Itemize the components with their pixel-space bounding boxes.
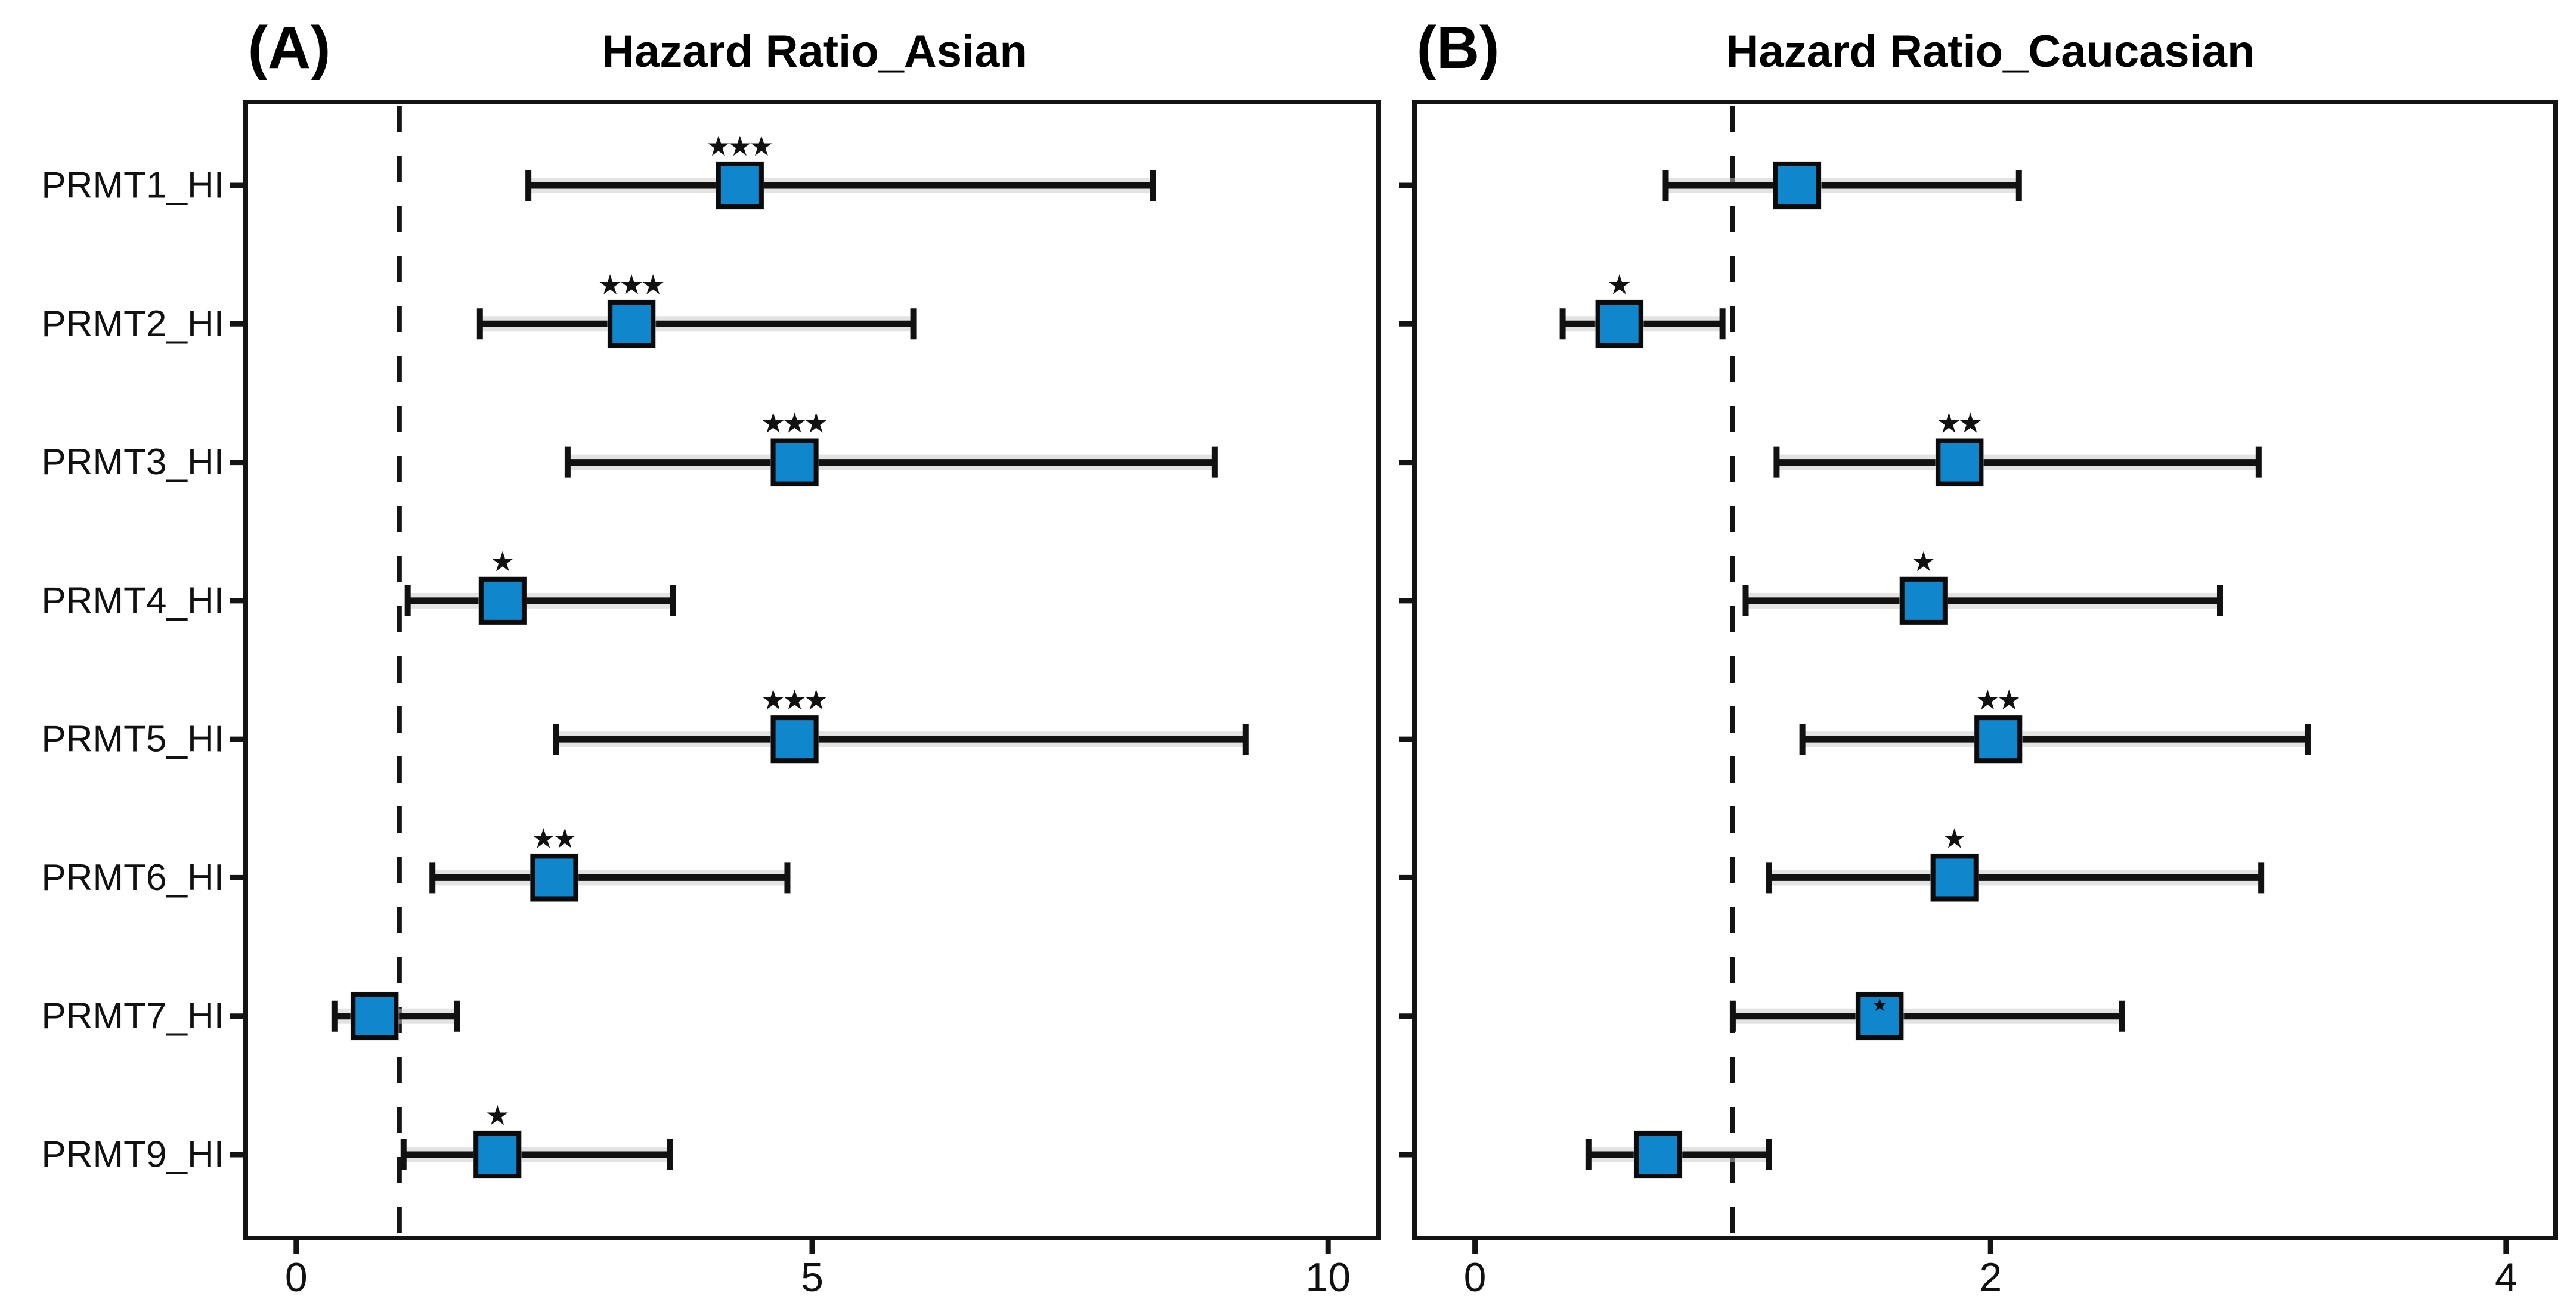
hr-marker xyxy=(608,300,656,348)
significance-star: ★ xyxy=(553,823,577,854)
significance-star: ★ xyxy=(620,269,644,300)
forest-row-PRMT1_HI xyxy=(1399,161,2022,210)
plot-box xyxy=(1412,100,2558,1240)
significance-star: ★ xyxy=(782,684,807,715)
x-tick-label: 0 xyxy=(285,1255,308,1300)
panel-b-label: (B) xyxy=(1417,14,1500,81)
y-axis-label: PRMT2_HI xyxy=(41,303,224,345)
significance-star: ★ xyxy=(1942,823,1967,854)
significance-star: ★ xyxy=(485,1100,510,1131)
forest-row-PRMT5_HI: ★★ xyxy=(1399,684,2311,764)
y-axis-label: PRMT1_HI xyxy=(41,165,224,206)
significance-star: ★ xyxy=(1607,269,1631,300)
x-tick-label: 4 xyxy=(2495,1255,2518,1300)
y-axis-label: PRMT3_HI xyxy=(41,442,224,483)
significance-star: ★ xyxy=(1937,408,1961,439)
hr-marker xyxy=(1773,162,1821,209)
y-axis-label: PRMT7_HI xyxy=(41,995,224,1037)
hr-marker xyxy=(1595,300,1643,348)
significance-star: ★ xyxy=(1997,684,2021,715)
forest-row-PRMT3_HI: PRMT3_HI★★★ xyxy=(41,408,1218,487)
panel-caucasian: (B) Hazard Ratio_Caucasian 0 2 4★★★★★★★★ xyxy=(1399,14,2558,1300)
x-tick-label: 5 xyxy=(801,1255,823,1300)
forest-row-PRMT7_HI: PRMT7_HI xyxy=(41,991,460,1041)
forest-row-PRMT9_HI xyxy=(1399,1130,1772,1179)
significance-star: ★ xyxy=(1976,684,2000,715)
significance-star: ★ xyxy=(490,546,515,577)
significance-star: ★ xyxy=(749,131,773,162)
hr-marker xyxy=(478,576,527,625)
x-tick-label: 2 xyxy=(1979,1255,2002,1300)
hr-marker xyxy=(1930,854,1979,902)
forest-row-PRMT6_HI: ★ xyxy=(1399,823,2265,902)
forest-row-PRMT1_HI: PRMT1_HI★★★ xyxy=(41,131,1156,210)
significance-star: ★ xyxy=(1872,995,1888,1015)
significance-star: ★ xyxy=(598,269,623,300)
hr-marker xyxy=(530,854,578,902)
x-tick-label: 0 xyxy=(1464,1255,1487,1300)
hr-marker xyxy=(1634,1131,1682,1178)
hr-marker xyxy=(716,162,764,209)
panel-b-title: Hazard Ratio_Caucasian xyxy=(1726,26,2255,77)
y-axis-label: PRMT4_HI xyxy=(41,580,224,621)
hr-marker xyxy=(770,438,819,486)
hr-marker xyxy=(1974,715,2023,764)
panel-a-title: Hazard Ratio_Asian xyxy=(602,26,1027,77)
hr-marker xyxy=(1936,438,1984,486)
panel-b-plot-area: 0 2 4★★★★★★★★ xyxy=(1399,100,2558,1300)
forest-row-PRMT5_HI: PRMT5_HI★★★ xyxy=(41,684,1249,764)
forest-row-PRMT2_HI: ★ xyxy=(1399,269,1726,349)
hr-marker xyxy=(351,992,399,1040)
forest-row-PRMT4_HI: ★ xyxy=(1399,546,2223,625)
hr-marker xyxy=(1899,576,1948,625)
panel-a-label: (A) xyxy=(248,14,331,81)
panel-a-plot-area: 0 5 10PRMT1_HI★★★PRMT2_HI★★★PRMT3_HI★★★PRM… xyxy=(41,100,1381,1300)
significance-star: ★ xyxy=(804,408,828,439)
x-tick-label: 10 xyxy=(1305,1255,1351,1300)
forest-row-PRMT3_HI: ★★ xyxy=(1399,408,2262,487)
significance-star: ★ xyxy=(641,269,665,300)
significance-star: ★ xyxy=(1911,546,1936,577)
hr-marker xyxy=(770,715,819,764)
significance-star: ★ xyxy=(782,408,807,439)
forest-row-PRMT2_HI: PRMT2_HI★★★ xyxy=(41,269,917,349)
significance-star: ★ xyxy=(727,131,752,162)
forest-row-PRMT4_HI: PRMT4_HI ★ xyxy=(41,546,676,625)
significance-star: ★ xyxy=(531,823,556,854)
significance-star: ★ xyxy=(761,408,785,439)
forest-row-PRMT7_HI: ★ xyxy=(1399,991,2125,1041)
y-axis-label: PRMT5_HI xyxy=(41,719,224,760)
y-axis-label: PRMT6_HI xyxy=(41,857,224,898)
significance-star: ★ xyxy=(1958,408,1983,439)
forest-row-PRMT9_HI: PRMT9_HI ★ xyxy=(41,1100,673,1179)
panel-asian: (A) Hazard Ratio_Asian 0 5 10PRMT1_HI★★★PR… xyxy=(41,14,1381,1300)
hr-marker xyxy=(1856,992,1904,1040)
forest-row-PRMT6_HI: PRMT6_HI ★★ xyxy=(41,823,791,902)
significance-star: ★ xyxy=(761,684,785,715)
significance-star: ★ xyxy=(804,684,828,715)
plot-box xyxy=(243,100,1381,1240)
significance-star: ★ xyxy=(706,131,730,162)
hr-marker xyxy=(473,1131,522,1178)
y-axis-label: PRMT9_HI xyxy=(41,1134,224,1175)
